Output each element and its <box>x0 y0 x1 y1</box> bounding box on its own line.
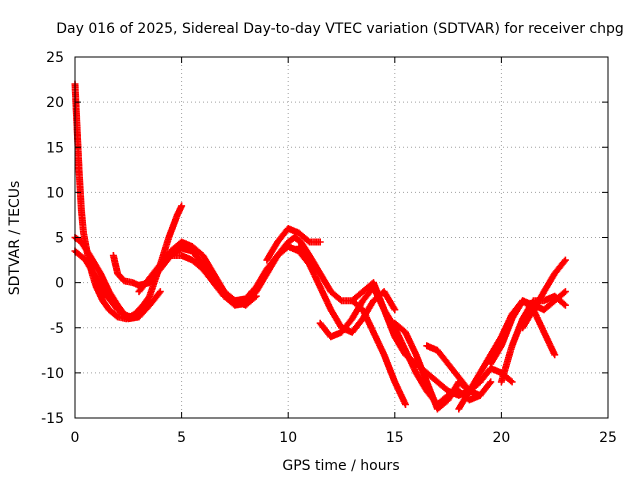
series-track-15 <box>487 297 559 368</box>
x-tick-label: 0 <box>71 430 80 446</box>
series-points <box>231 234 409 408</box>
x-tick-label: 15 <box>386 430 404 446</box>
x-tick-label: 5 <box>177 430 186 446</box>
series-points <box>263 225 324 264</box>
axis-ticks: 0 5 10 15 20 25 -15 -10 -5 0 5 10 15 20 25 <box>41 50 617 446</box>
series-track-7 <box>231 234 409 408</box>
grid <box>75 57 608 418</box>
series-points <box>519 256 569 332</box>
chart-title: Day 016 of 2025, Sidereal Day-to-day VTE… <box>56 21 624 37</box>
data-points <box>71 80 569 413</box>
y-tick-label: 20 <box>46 95 64 111</box>
plot-frame <box>74 56 609 419</box>
series-track-16 <box>497 292 569 386</box>
series-track-8 <box>263 225 324 264</box>
series-points <box>497 292 569 386</box>
x-tick-label: 25 <box>599 430 617 446</box>
series-points <box>487 297 559 368</box>
y-axis-label: SDTVAR / TECUs <box>7 181 23 296</box>
y-tick-label: 0 <box>55 276 64 292</box>
y-tick-label: -10 <box>41 366 64 382</box>
y-tick-label: 10 <box>46 185 64 201</box>
x-tick-label: 10 <box>279 430 297 446</box>
y-tick-label: 5 <box>55 231 64 247</box>
x-axis-label: GPS time / hours <box>282 458 399 474</box>
series-points <box>295 243 399 336</box>
y-tick-label: 15 <box>46 140 64 156</box>
series-track-17 <box>519 256 569 332</box>
y-tick-label: -5 <box>50 321 64 337</box>
series-track-9 <box>295 243 399 336</box>
y-tick-label: -15 <box>41 411 64 427</box>
x-tick-label: 20 <box>492 430 510 446</box>
y-tick-label: 25 <box>46 50 64 66</box>
